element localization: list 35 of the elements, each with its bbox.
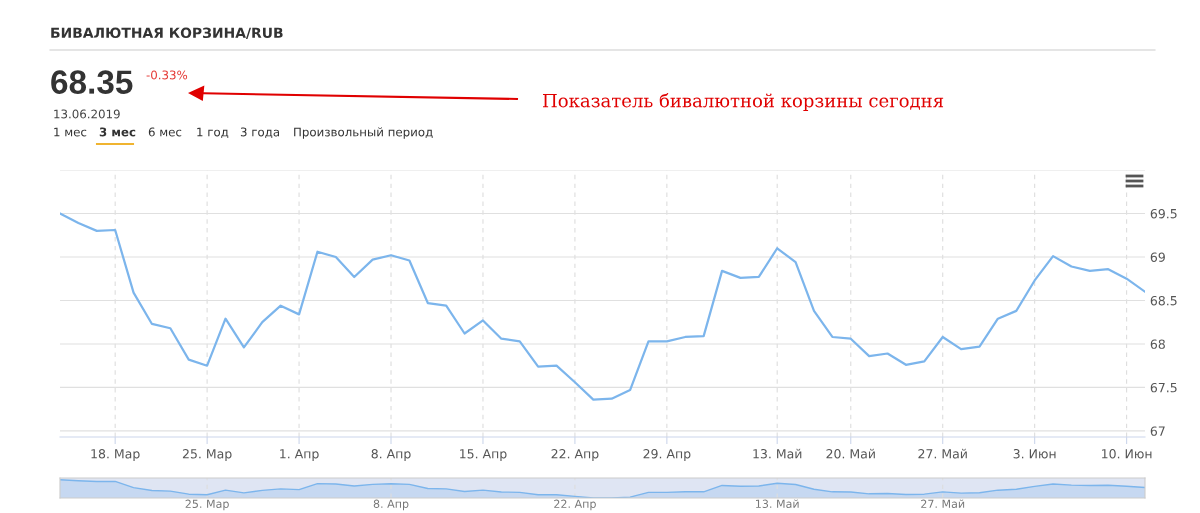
x-tick-label: 22. Апр: [551, 449, 599, 461]
y-tick-label: 68.5: [1150, 295, 1177, 306]
x-tick-label: 29. Апр: [643, 449, 691, 461]
line-series: [60, 212, 1145, 401]
x-tick-label: 3. Июн: [1013, 449, 1056, 459]
x-tick-label: 25. Мар: [185, 499, 229, 511]
text: -0.33%: [146, 70, 188, 80]
text: 13.06.2019: [54, 109, 120, 119]
x-tick-label: 8. Апр: [373, 499, 409, 511]
x-tick-label: 1. Апр: [280, 449, 319, 461]
chart-title: БИВАЛЮТНАЯ КОРЗИНА/RUB: [51, 27, 283, 40]
text: 1 мес: [54, 127, 87, 137]
x-tick-label: 15. Апр: [460, 449, 507, 461]
y-tick-label: 68: [1150, 339, 1165, 349]
x-tick-label: 8. Апр: [371, 449, 411, 461]
text: 3 года: [240, 127, 280, 138]
y-tick-label: 69.5: [1150, 208, 1177, 219]
x-tick-label: 27. Май: [918, 448, 967, 459]
x-tick-label: 25. Мар: [182, 449, 232, 461]
x-tick-label: 13. Май: [756, 499, 799, 508]
text: 68.35: [51, 70, 133, 94]
x-tick-label: 22. Апр: [554, 499, 596, 511]
text: 1 год: [197, 127, 229, 138]
text: 6 мес: [148, 127, 182, 137]
x-tick-label: 20. Май: [826, 448, 875, 459]
x-tick-label: 27. Май: [921, 499, 965, 508]
x-tick-label: 13. Май: [753, 448, 802, 459]
x-tick-label: 18. Мар: [91, 449, 140, 461]
y-tick-label: 67: [1150, 426, 1165, 436]
y-tick-label: 67.5: [1150, 382, 1177, 393]
y-tick-label: 69: [1150, 252, 1165, 262]
text: 3 мес: [99, 127, 136, 137]
x-tick-label: 10. Июн: [1102, 449, 1152, 459]
text: Произвольный период: [294, 127, 433, 139]
text: Показатель бивалютной корзины сегодня: [543, 93, 944, 111]
